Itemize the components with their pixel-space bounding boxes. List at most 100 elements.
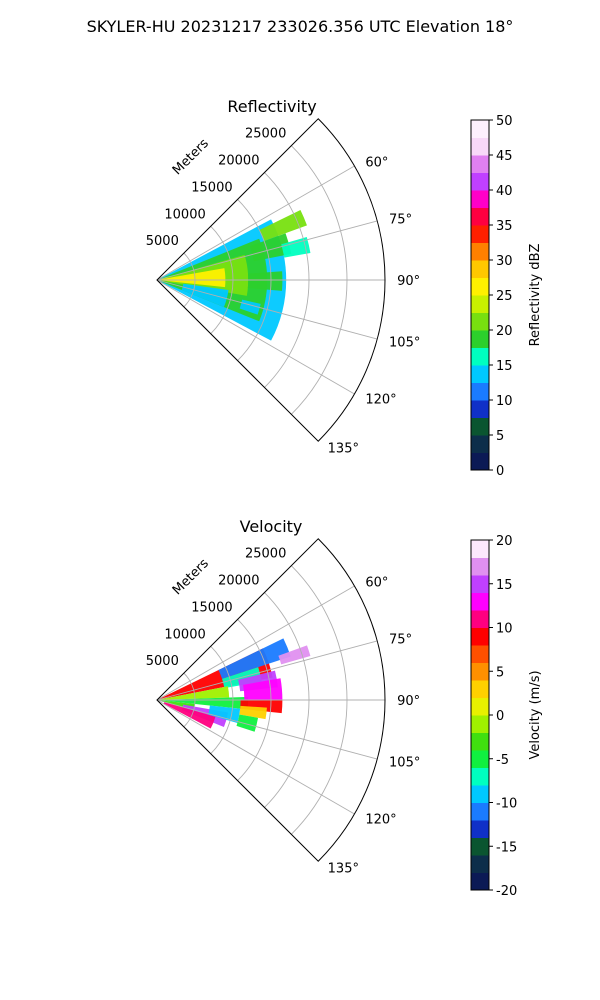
reflectivity-range-tick-label: 25000	[245, 127, 286, 142]
velocity-angle-tick-label: 60°	[365, 575, 388, 590]
velocity-colorbar-label: Velocity (m/s)	[528, 670, 543, 759]
reflectivity-echo-band-7	[259, 210, 307, 242]
reflectivity-colorbar-segment	[471, 417, 489, 436]
reflectivity-colorbar-segment	[471, 155, 489, 173]
velocity-range-tick-label: 15000	[191, 600, 232, 615]
velocity-azimuth-line-1	[156, 640, 378, 701]
velocity-title: Velocity	[240, 517, 303, 536]
velocity-angle-tick-label: 90°	[397, 694, 420, 709]
velocity-colorbar-segment	[471, 715, 489, 733]
reflectivity-colorbar-segment	[471, 120, 489, 138]
reflectivity-colorbar-segment	[471, 242, 489, 261]
reflectivity-angle-tick-label: 105°	[389, 335, 420, 350]
reflectivity-azimuth-line-1	[156, 220, 378, 281]
reflectivity-colorbar-tick-label: 50	[496, 114, 513, 129]
reflectivity-range-tick-label: 5000	[146, 234, 179, 249]
reflectivity-colorbar-tick-label: 25	[496, 289, 513, 304]
reflectivity-angle-tick-label: 75°	[389, 213, 412, 228]
reflectivity-field	[157, 210, 311, 341]
reflectivity-colorbar-segment	[471, 312, 489, 331]
velocity-colorbar-segment	[471, 662, 489, 681]
reflectivity-r-axis-label: Meters	[170, 136, 212, 178]
reflectivity-colorbar-tick-label: 15	[496, 359, 513, 374]
reflectivity-colorbar-tick-label: 20	[496, 324, 513, 339]
reflectivity-sector-outline	[156, 118, 386, 442]
velocity-angle-tick-label: 135°	[328, 862, 359, 877]
reflectivity-title: Reflectivity	[227, 97, 316, 116]
velocity-colorbar-segment	[471, 767, 489, 786]
reflectivity-colorbar-tick-label: 40	[496, 184, 513, 199]
reflectivity-colorbar-tick-label: 45	[496, 149, 513, 164]
reflectivity-angle-tick-label: 90°	[397, 274, 420, 289]
velocity-colorbar-tick-label: 15	[496, 578, 513, 593]
velocity-colorbar-tick-label: -5	[496, 753, 509, 768]
velocity-colorbar-segment	[471, 557, 489, 576]
reflectivity-range-tick-label: 20000	[218, 154, 259, 169]
reflectivity-colorbar-segment	[471, 260, 489, 278]
velocity-field	[157, 638, 311, 732]
reflectivity-colorbar-label: Reflectivity dBZ	[528, 244, 543, 347]
reflectivity-colorbar-tick-label: 30	[496, 254, 513, 269]
velocity-panel: Velocity 60° 75° 90° 105° 120° 135° 5000 10000 1…	[146, 517, 543, 899]
velocity-sector-outline	[156, 538, 386, 862]
velocity-azimuth-line-3	[156, 699, 378, 760]
reflectivity-angle-tick-label: 120°	[365, 393, 396, 408]
reflectivity-colorbar-segment	[471, 382, 489, 401]
reflectivity-range-tick-label: 10000	[164, 207, 205, 222]
velocity-colorbar-tick-label: 0	[496, 709, 504, 724]
reflectivity-colorbar-segment	[471, 347, 489, 366]
velocity-angle-tick-label: 75°	[389, 633, 412, 648]
velocity-range-tick-label: 20000	[218, 574, 259, 589]
velocity-angle-tick-label: 120°	[365, 813, 396, 828]
reflectivity-panel: Reflectivity 60° 75° 90° 105° 120° 135° 5000 10…	[146, 97, 543, 479]
velocity-colorbar-tick-label: 20	[496, 534, 513, 549]
figure-title: SKYLER-HU 20231217 233026.356 UTC Elevat…	[87, 17, 514, 36]
reflectivity-azimuth-line-3	[156, 279, 378, 340]
reflectivity-colorbar: 0 5 10 15 20 25 30 35 40 45 50	[470, 114, 513, 479]
reflectivity-colorbar-segment	[471, 365, 489, 383]
reflectivity-angle-tick-label: 60°	[365, 155, 388, 170]
velocity-colorbar-segment	[471, 540, 489, 558]
velocity-colorbar-segment	[471, 732, 489, 751]
reflectivity-range-tick-label: 15000	[191, 180, 232, 195]
velocity-colorbar-tick-label: -10	[496, 797, 517, 812]
velocity-echo-band-1	[218, 638, 291, 679]
velocity-echo-band-14	[278, 645, 311, 665]
reflectivity-colorbar-segment	[471, 225, 489, 243]
velocity-r-axis-label: Meters	[170, 556, 212, 598]
reflectivity-colorbar-segment	[471, 330, 489, 348]
reflectivity-axes: 60° 75° 90° 105° 120° 135° 5000 10000 15000 20000…	[146, 118, 420, 457]
velocity-colorbar-segment	[471, 855, 489, 873]
reflectivity-echo-band-10	[247, 271, 283, 291]
velocity-colorbar-tick-label: 10	[496, 622, 513, 637]
reflectivity-colorbar-tick-label: 35	[496, 219, 513, 234]
reflectivity-colorbar-segment	[471, 190, 489, 208]
velocity-colorbar-tick-label: -15	[496, 840, 517, 855]
velocity-azimuth-line-0	[156, 585, 355, 701]
velocity-range-tick-label: 10000	[164, 627, 205, 642]
reflectivity-colorbar-segment	[471, 435, 489, 453]
reflectivity-colorbar-tick-label: 0	[496, 464, 504, 479]
velocity-colorbar-segment	[471, 785, 489, 803]
velocity-echo-band-4	[157, 686, 230, 700]
velocity-echo-band-11	[163, 702, 216, 729]
reflectivity-azimuth-line-0	[156, 165, 355, 281]
velocity-colorbar-segment	[471, 837, 489, 856]
reflectivity-echo-band-8	[281, 237, 311, 258]
reflectivity-colorbar-segment	[471, 137, 489, 156]
reflectivity-angle-tick-label: 135°	[328, 442, 359, 457]
reflectivity-echo-band-6	[249, 233, 292, 262]
reflectivity-colorbar-segment	[471, 400, 489, 418]
reflectivity-azimuth-line-4	[156, 279, 355, 395]
velocity-azimuth-line-4	[156, 699, 355, 815]
reflectivity-colorbar-tick-label: 10	[496, 394, 513, 409]
velocity-range-tick-label: 5000	[146, 654, 179, 669]
velocity-range-tick-label: 25000	[245, 547, 286, 562]
velocity-colorbar-segment	[471, 820, 489, 838]
velocity-colorbar-segment	[471, 627, 489, 646]
velocity-echo-band-8	[239, 705, 267, 720]
velocity-angle-tick-label: 105°	[389, 755, 420, 770]
reflectivity-colorbar-segment	[471, 295, 489, 313]
reflectivity-colorbar-tick-label: 5	[496, 429, 504, 444]
